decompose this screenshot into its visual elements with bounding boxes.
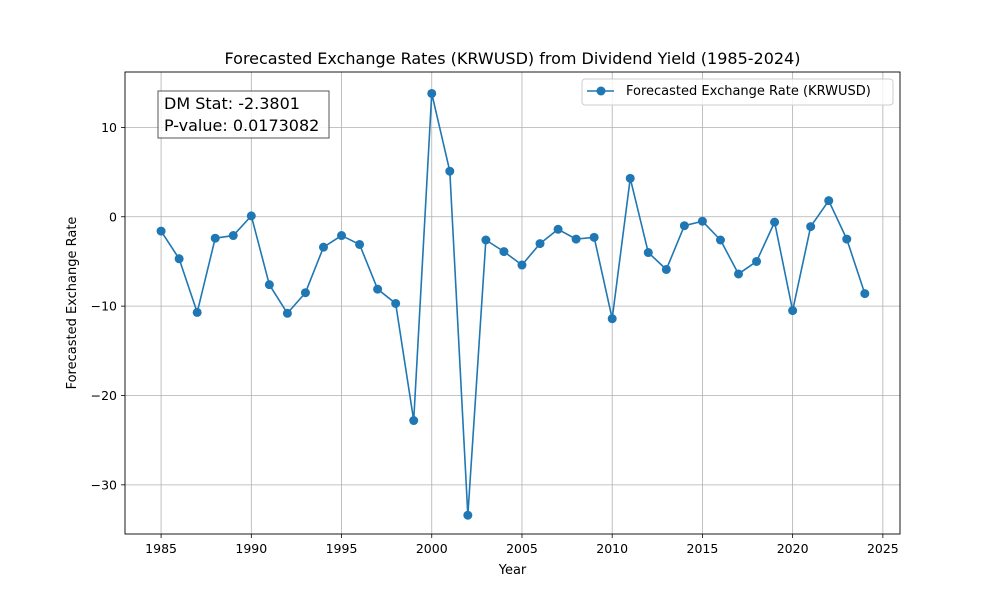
series-line [160, 92, 866, 517]
data-point [282, 308, 292, 318]
data-point [517, 260, 527, 270]
data-point [752, 256, 762, 266]
legend-frame [581, 78, 894, 106]
data-point [192, 307, 202, 317]
grid [125, 72, 900, 534]
data-point [174, 254, 184, 264]
annotation-frame [157, 90, 330, 139]
data-point [824, 196, 834, 206]
data-point [391, 298, 401, 308]
y-tick-label: 0 [109, 209, 117, 224]
x-tick-label: 2025 [867, 541, 899, 556]
data-point [427, 88, 437, 98]
data-point [661, 264, 671, 274]
x-tick-label: 2000 [416, 541, 448, 556]
y-tick-label: −30 [91, 477, 117, 492]
data-point [337, 231, 347, 241]
annotation-box: DM Stat: -2.3801 P-value: 0.0173082 [157, 90, 330, 139]
x-tick-label: 2005 [506, 541, 538, 556]
annotation-dm-stat: DM Stat: -2.3801 [164, 94, 300, 113]
data-point [860, 289, 870, 299]
data-point [607, 314, 617, 324]
data-point [553, 224, 563, 234]
plot-area [125, 72, 900, 534]
ticks: 1985 1990 1995 2000 2005 2010 2015 2020 2025 −30 −… [91, 120, 899, 556]
data-point [409, 416, 419, 426]
y-axis-label: Forecasted Exchange Rate [65, 217, 80, 390]
x-tick-label: 1990 [235, 541, 267, 556]
legend: Forecasted Exchange Rate (KRWUSD) [581, 78, 894, 106]
data-point [806, 222, 816, 232]
y-tick-label: 10 [101, 120, 117, 135]
x-tick-label: 1985 [145, 541, 177, 556]
legend-marker-swatch [596, 86, 606, 96]
data-point [318, 242, 328, 252]
data-point [463, 510, 473, 520]
data-point [788, 306, 798, 316]
chart-title: Forecasted Exchange Rates (KRWUSD) from … [225, 49, 801, 68]
data-point [499, 247, 509, 257]
y-tick-label: −20 [91, 388, 117, 403]
data-point [589, 232, 599, 242]
x-tick-label: 1995 [326, 541, 358, 556]
x-tick-label: 2020 [777, 541, 809, 556]
data-point [264, 280, 274, 290]
data-point [246, 211, 256, 221]
data-point [734, 269, 744, 279]
data-point [715, 235, 725, 245]
y-tick-label: −10 [91, 299, 117, 314]
x-axis-label: Year [498, 563, 527, 578]
series-layer [156, 88, 870, 520]
data-point [679, 221, 689, 231]
annotation-p-value: P-value: 0.0173082 [164, 116, 319, 135]
data-point [697, 216, 707, 226]
data-point [535, 239, 545, 249]
plot-frame [124, 71, 901, 535]
data-point [445, 166, 455, 176]
data-point [481, 235, 491, 245]
data-point [210, 233, 220, 243]
data-point [770, 217, 780, 227]
data-point [156, 226, 166, 236]
data-point [228, 231, 238, 241]
data-point [643, 248, 653, 258]
data-point [571, 234, 581, 244]
data-point [373, 284, 383, 294]
x-tick-label: 2010 [596, 541, 628, 556]
data-point [842, 234, 852, 244]
data-point [625, 173, 635, 183]
data-point [300, 288, 310, 298]
data-point [355, 239, 365, 249]
x-tick-label: 2015 [687, 541, 719, 556]
legend-series-label: Forecasted Exchange Rate (KRWUSD) [626, 84, 871, 99]
